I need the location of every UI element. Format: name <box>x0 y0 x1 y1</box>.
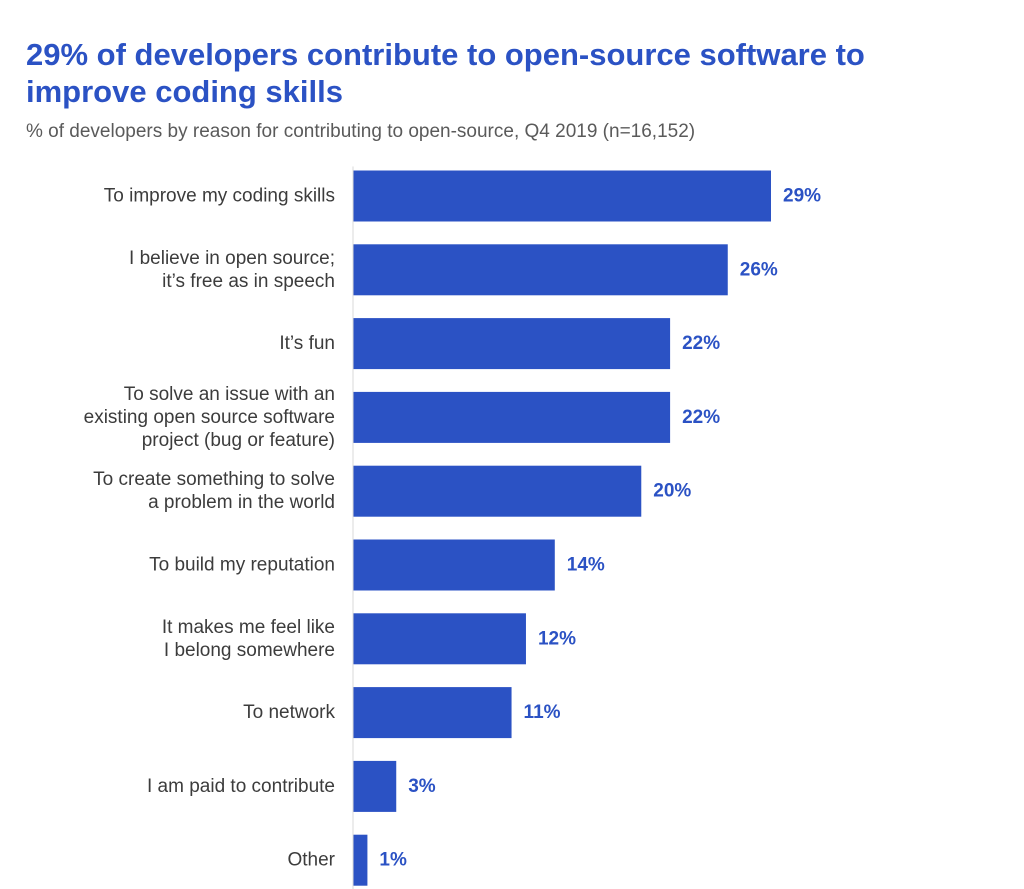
category-label: To solve an issue with an existing open s… <box>84 384 335 451</box>
category-label-line: It’s fun <box>279 333 335 354</box>
chart-title: 29% of developers contribute to open-sou… <box>26 37 865 109</box>
value-label: 14% <box>567 555 605 576</box>
category-label: Other <box>287 850 335 871</box>
category-label-line: Other <box>287 850 335 871</box>
category-label-line: It makes me feel like <box>162 617 335 638</box>
chart-subtitle: % of developers by reason for contributi… <box>26 121 696 142</box>
value-label: 22% <box>682 407 720 428</box>
category-label: I am paid to contribute <box>147 776 335 797</box>
category-label-line: I belong somewhere <box>164 640 335 661</box>
bar <box>353 613 526 665</box>
category-label: To improve my coding skills <box>104 186 335 207</box>
value-label: 26% <box>740 259 778 280</box>
category-label-line: To solve an issue with an <box>124 384 335 405</box>
bar <box>353 318 671 370</box>
category-label-line: project (bug or feature) <box>142 430 335 451</box>
category-label: To create something to solve a problem in… <box>93 469 335 513</box>
value-label: 22% <box>682 333 720 354</box>
bar <box>353 834 368 886</box>
value-label: 3% <box>408 776 436 797</box>
bar <box>353 170 771 222</box>
category-label-line: To create something to solve <box>93 469 335 490</box>
value-label: 1% <box>379 850 407 871</box>
category-label-line: a problem in the world <box>148 492 335 513</box>
value-label: 20% <box>653 481 691 502</box>
category-label: To build my reputation <box>149 555 335 576</box>
value-label: 12% <box>538 628 576 649</box>
category-label: It makes me feel like I belong somewhere <box>162 617 335 661</box>
value-label: 11% <box>524 702 561 723</box>
bar <box>353 539 555 591</box>
bars-group: 29% To improve my coding skills 26% I belie… <box>84 170 821 886</box>
category-label-line: To network <box>243 702 335 723</box>
category-label-line: it’s free as in speech <box>162 271 335 292</box>
category-label: To network <box>243 702 335 723</box>
bar <box>353 391 671 443</box>
bar <box>353 760 397 812</box>
category-label-line: To build my reputation <box>149 555 335 576</box>
category-label-line: To improve my coding skills <box>104 186 335 207</box>
category-label-line: I believe in open source; <box>129 248 335 269</box>
category-label: It’s fun <box>279 333 335 354</box>
category-label-line: I am paid to contribute <box>147 776 335 797</box>
value-label: 29% <box>783 186 821 207</box>
bar <box>353 244 728 296</box>
bar <box>353 687 512 739</box>
category-label: I believe in open source; it’s free as in… <box>129 248 335 292</box>
category-label-line: existing open source software <box>84 407 335 428</box>
bar <box>353 465 642 517</box>
